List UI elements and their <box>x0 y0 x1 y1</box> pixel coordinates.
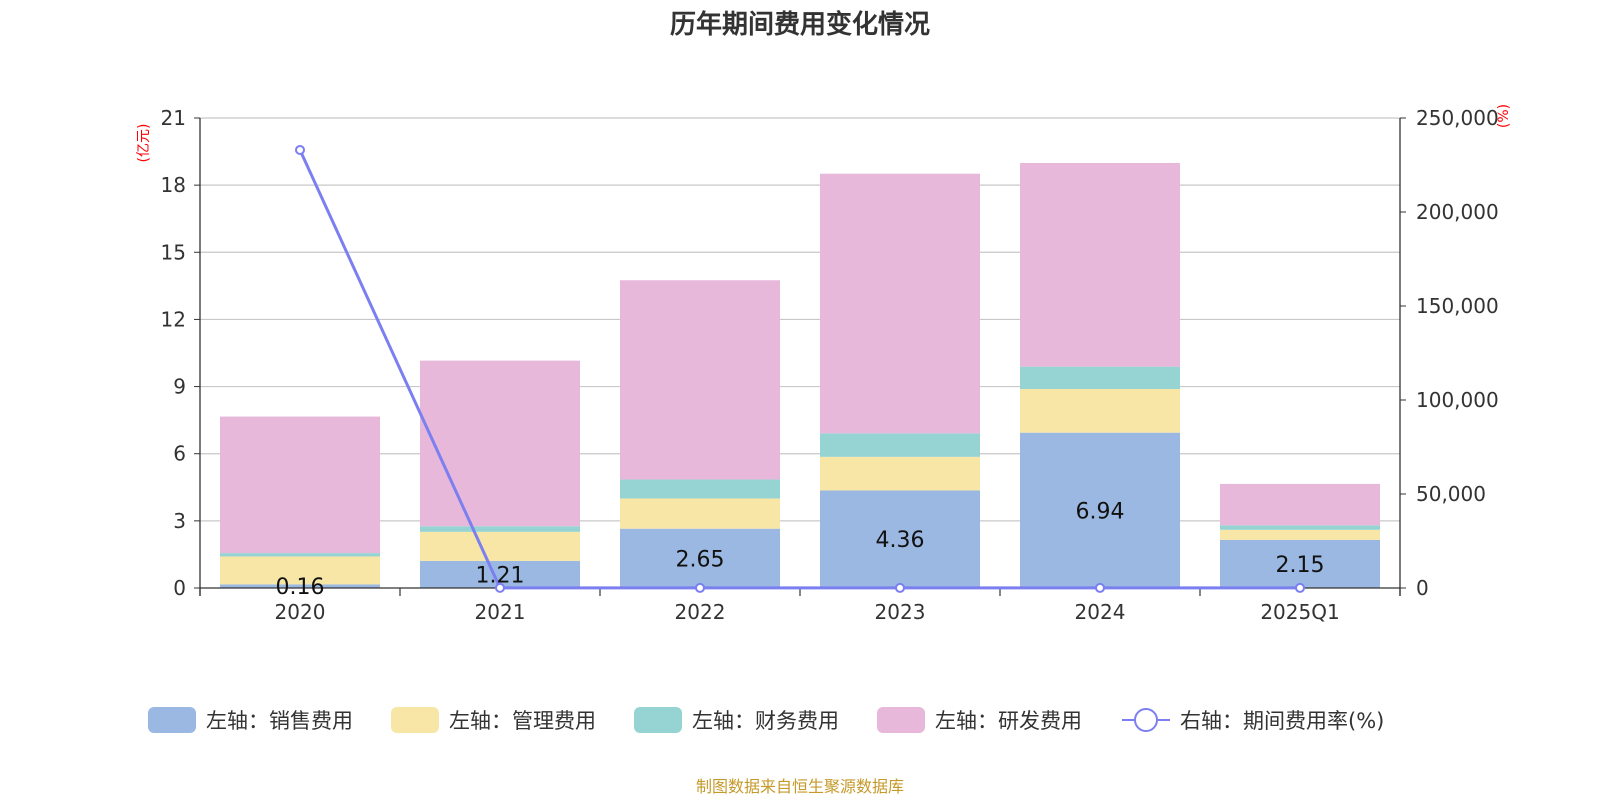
source-note: 制图数据来自恒生聚源数据库 <box>696 777 904 796</box>
left-axis-tick-label: 6 <box>173 442 186 466</box>
line-point <box>895 582 905 593</box>
left-axis-tick-label: 3 <box>173 509 186 533</box>
bar-segment <box>220 584 380 588</box>
bar-segment <box>620 498 780 529</box>
right-axis-tick-label: 150,000 <box>1416 294 1499 318</box>
line-point <box>1295 582 1305 593</box>
left-axis-tick-label: 18 <box>161 173 186 197</box>
data-label: 0.16 <box>276 575 325 600</box>
right-axis-tick-label: 200,000 <box>1416 200 1499 224</box>
bar-segment <box>420 531 580 561</box>
left-axis-tick-label: 9 <box>173 375 186 399</box>
bar-segment <box>820 456 980 491</box>
bar-segment <box>1020 162 1180 367</box>
bar-segment <box>1220 525 1380 530</box>
x-axis-label: 2020 <box>275 600 326 624</box>
bar-segment <box>820 433 980 457</box>
legend-label: 右轴：期间费用率(%) <box>1180 709 1384 733</box>
data-label: 2.65 <box>676 547 725 572</box>
legend-swatch <box>148 707 196 733</box>
right-axis-tick-label: 100,000 <box>1416 388 1499 412</box>
legend-swatch <box>634 707 682 733</box>
bar-segment <box>820 490 980 588</box>
legend: 左轴：销售费用 左轴：管理费用 左轴：财务费用 左轴：研发费用 右轴：期间费用率(%) <box>148 707 1384 733</box>
bar-segment <box>1020 389 1180 433</box>
bar-segment <box>220 553 380 557</box>
bars-group <box>220 162 1380 588</box>
data-labels-group: 0.16 1.21 2.65 4.36 6.94 2.15 <box>276 499 1325 600</box>
bar-segment <box>620 479 780 499</box>
line-series-path <box>298 149 1301 590</box>
legend-circle-marker <box>1134 708 1158 732</box>
x-axis-label: 2024 <box>1075 600 1126 624</box>
data-label: 2.15 <box>1276 553 1325 578</box>
data-label: 6.94 <box>1076 499 1125 524</box>
left-axis-tick-label: 15 <box>161 240 186 264</box>
legend-label: 左轴：销售费用 <box>206 709 353 733</box>
legend-swatch <box>877 707 925 733</box>
bar-segment <box>820 173 980 434</box>
left-axis-tick-label: 0 <box>173 576 186 600</box>
bar-segment <box>620 528 780 588</box>
bar-segment <box>220 556 380 585</box>
line-point <box>495 582 505 593</box>
line-point <box>295 144 305 155</box>
grid-lines <box>200 117 1400 522</box>
legend-swatch <box>391 707 439 733</box>
right-axis-tick-label: 50,000 <box>1416 482 1486 506</box>
x-axis-label: 2023 <box>875 600 926 624</box>
line-point <box>695 582 705 593</box>
line-point <box>1095 582 1105 593</box>
data-label: 4.36 <box>876 528 925 553</box>
left-axis-tick-label: 21 <box>161 106 186 130</box>
bar-segment <box>420 360 580 527</box>
axes-group: 0 3 6 9 12 15 18 21 0 50,000 100,000 150,000 200,000… <box>161 106 1499 624</box>
legend-label: 左轴：财务费用 <box>692 709 839 733</box>
bar-segment <box>420 526 580 532</box>
right-axis-tick-label: 0 <box>1416 576 1429 600</box>
left-axis-tick-label: 12 <box>161 307 186 331</box>
legend-label: 左轴：研发费用 <box>935 709 1082 733</box>
line-series-group <box>295 144 1305 593</box>
bar-segment <box>1220 539 1380 588</box>
bar-segment <box>1220 483 1380 526</box>
bar-segment <box>1220 529 1380 540</box>
bar-segment <box>1020 366 1180 390</box>
bar-segment <box>220 416 380 554</box>
data-label: 1.21 <box>476 563 525 588</box>
legend-label: 左轴：管理费用 <box>449 709 596 733</box>
right-axis-tick-label: 250,000 <box>1416 106 1499 130</box>
x-axis-label: 2021 <box>475 600 526 624</box>
x-axis-label: 2025Q1 <box>1260 600 1339 624</box>
bar-segment <box>1020 432 1180 588</box>
chart-title: 历年期间费用变化情况 <box>670 9 930 40</box>
x-axis-label: 2022 <box>675 600 726 624</box>
left-axis-unit: (亿元) <box>136 124 152 163</box>
bar-segment <box>620 280 780 480</box>
right-axis-unit: (%) <box>1496 104 1512 128</box>
